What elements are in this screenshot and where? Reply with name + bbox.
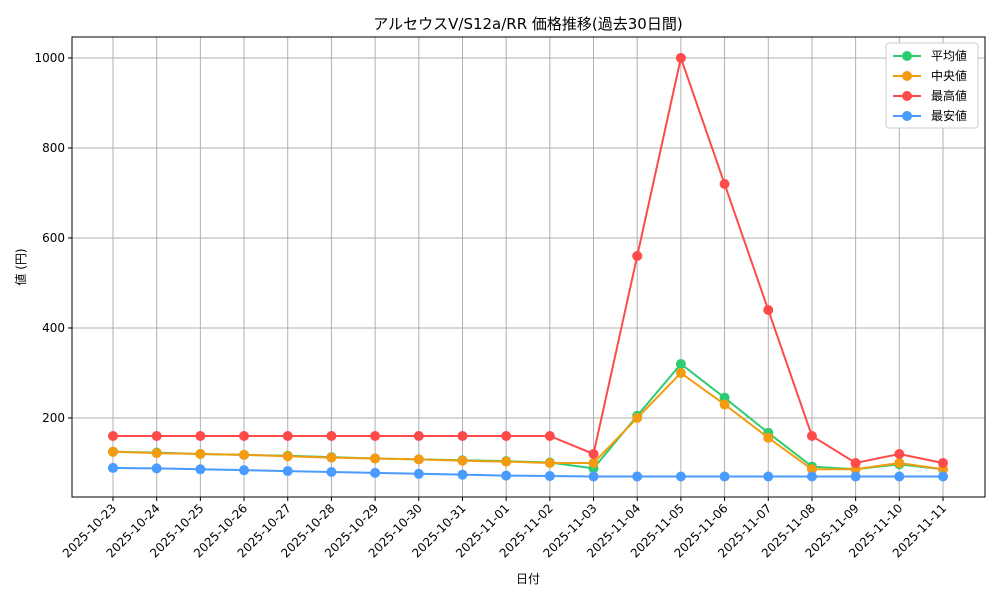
- data-point: [675, 358, 686, 369]
- data-point: [632, 250, 643, 261]
- y-axis-label: 値 (円): [13, 248, 28, 285]
- y-tick-label: 600: [42, 231, 65, 245]
- data-point: [632, 412, 643, 423]
- data-point: [894, 448, 905, 459]
- data-point: [588, 448, 599, 459]
- data-point: [282, 466, 293, 477]
- data-point: [719, 178, 730, 189]
- legend-label: 最高値: [931, 88, 967, 103]
- plot-frame: [71, 36, 986, 498]
- series-line: [112, 466, 943, 478]
- data-point: [544, 430, 555, 441]
- data-point: [894, 457, 905, 468]
- data-point: [501, 430, 512, 441]
- series-平均値: [108, 358, 948, 475]
- series-line: [112, 371, 944, 471]
- series-最高値: [108, 52, 948, 468]
- legend-marker: [902, 51, 912, 61]
- data-point: [675, 471, 686, 482]
- legend-marker: [902, 71, 912, 81]
- series-中央値: [108, 367, 948, 475]
- data-point: [457, 455, 468, 466]
- chart-title: アルセウスV/S12a/RR 価格推移(過去30日間): [373, 15, 682, 33]
- data-point: [413, 454, 424, 465]
- data-point: [719, 471, 730, 482]
- y-tick-label: 1000: [34, 51, 65, 65]
- legend-box: [885, 42, 979, 129]
- data-point: [544, 471, 555, 482]
- data-point: [806, 471, 817, 482]
- data-point: [195, 448, 206, 459]
- data-point: [588, 471, 599, 482]
- data-point: [894, 471, 905, 482]
- data-point: [239, 430, 250, 441]
- data-point: [675, 52, 686, 63]
- data-point: [108, 462, 118, 473]
- data-point: [413, 430, 424, 441]
- legend-label: 最安値: [931, 108, 967, 123]
- data-point: [457, 469, 468, 480]
- data-point: [850, 457, 861, 468]
- data-point: [675, 367, 686, 378]
- data-point: [326, 466, 337, 477]
- data-point: [501, 470, 512, 481]
- legend-marker: [902, 111, 912, 121]
- data-point: [806, 464, 817, 475]
- data-point: [457, 430, 468, 441]
- data-point: [413, 468, 424, 479]
- series-line: [113, 54, 944, 465]
- data-point: [544, 457, 555, 468]
- series-line: [112, 362, 944, 471]
- data-point: [370, 467, 381, 478]
- legend-marker: [902, 91, 912, 101]
- data-point: [151, 430, 162, 441]
- data-point: [282, 430, 293, 441]
- data-point: [108, 446, 118, 457]
- data-point: [326, 430, 337, 441]
- y-tick-label: 200: [42, 411, 65, 425]
- data-point: [326, 452, 337, 463]
- data-point: [239, 465, 250, 476]
- data-point: [763, 432, 774, 443]
- data-point: [195, 464, 206, 475]
- legend-label: 平均値: [931, 48, 967, 63]
- y-tick-label: 400: [42, 321, 65, 335]
- data-point: [850, 471, 861, 482]
- data-point: [938, 471, 948, 482]
- y-tick-label: 800: [42, 141, 65, 155]
- data-point: [938, 457, 948, 468]
- data-point: [151, 463, 162, 474]
- data-point: [763, 471, 774, 482]
- legend-label: 中央値: [931, 68, 967, 83]
- data-point: [370, 453, 381, 464]
- data-point: [806, 430, 817, 441]
- data-point: [108, 430, 118, 441]
- data-point: [239, 449, 250, 460]
- data-point: [195, 430, 206, 441]
- data-point: [282, 451, 293, 462]
- data-point: [501, 456, 512, 467]
- data-point: [370, 430, 381, 441]
- data-point: [763, 304, 774, 315]
- x-axis-label: 日付: [516, 572, 540, 586]
- data-point: [632, 471, 643, 482]
- series-最安値: [108, 462, 948, 482]
- data-point: [588, 457, 599, 468]
- data-point: [151, 448, 162, 459]
- data-point: [719, 399, 730, 410]
